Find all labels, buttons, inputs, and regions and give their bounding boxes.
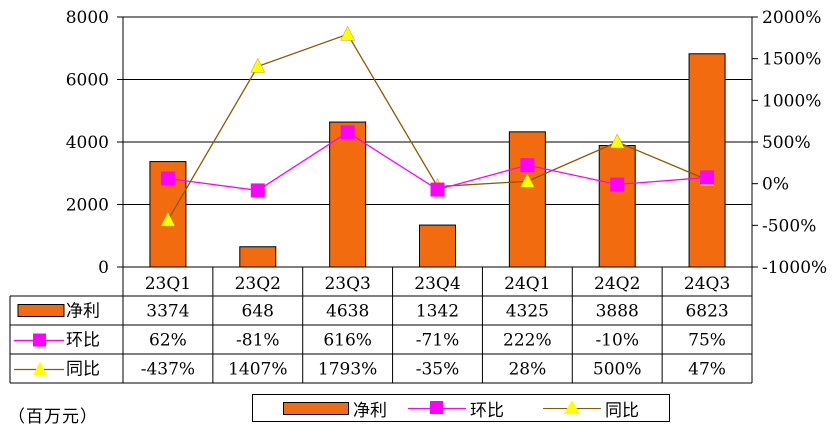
table-row-label: 同比: [66, 360, 100, 380]
y-right-tick-label: 500%: [762, 133, 811, 153]
x-tick-label: 23Q2: [235, 274, 281, 294]
table-cell: -71%: [416, 331, 460, 351]
y-right-tick-label: -500%: [762, 216, 816, 236]
x-tick-label: 24Q2: [594, 274, 640, 294]
table-swatch-square: [33, 333, 46, 347]
square-marker: [700, 170, 715, 185]
x-tick-label: 24Q1: [504, 274, 550, 294]
table-cell: -81%: [236, 331, 280, 351]
legend-item-qoq: 环比: [408, 395, 504, 421]
x-tick-label: 23Q3: [324, 274, 370, 294]
legend-label: 同比: [605, 400, 639, 421]
table-cell: 3888: [596, 302, 639, 322]
y-right-tick-label: 1500%: [762, 50, 821, 70]
table-row-label: 环比: [66, 331, 100, 351]
bar: [508, 131, 546, 268]
legend-line-swatch: [543, 398, 601, 418]
table-cell: 1793%: [318, 360, 377, 380]
table-cell: -10%: [595, 331, 639, 351]
square-marker: [430, 182, 445, 197]
square-marker: [340, 125, 355, 140]
table-cell: 616%: [323, 331, 372, 351]
bar: [598, 145, 636, 268]
legend-line-swatch: [408, 398, 466, 418]
legend-label: 环比: [470, 400, 504, 421]
table-cell: 1407%: [228, 360, 287, 380]
table-cell: 1342: [416, 302, 459, 322]
triangle-marker: [519, 172, 535, 188]
y-right-tick-label: -1000%: [762, 258, 827, 278]
table-cell: 4325: [506, 302, 549, 322]
y-right-tick-label: 2000%: [762, 8, 821, 28]
y-right-tick-label: 0%: [762, 175, 789, 195]
bar: [419, 224, 456, 268]
table-cell: -437%: [141, 360, 195, 380]
x-tick-label: 23Q4: [414, 274, 460, 294]
x-tick-label: 23Q1: [145, 274, 191, 294]
y-left-tick-label: 8000: [66, 8, 109, 28]
table-cell: 28%: [508, 360, 546, 380]
square-marker: [250, 183, 265, 198]
square-marker: [520, 158, 535, 173]
x-tick-label: 24Q3: [684, 274, 730, 294]
legend-bar-swatch: [283, 401, 349, 415]
triangle-marker: [609, 133, 625, 149]
table-cell: 648: [242, 302, 274, 322]
table-cell: 222%: [503, 331, 552, 351]
square-marker: [160, 171, 175, 186]
legend-label: 净利: [353, 400, 387, 421]
triangle-marker: [340, 25, 356, 41]
table-cell: 500%: [593, 360, 642, 380]
y-left-tick-label: 2000: [66, 196, 109, 216]
table-swatch-bar: [17, 304, 65, 317]
bar: [239, 246, 277, 268]
bar: [329, 121, 367, 268]
y-right-tick-label: 1000%: [762, 91, 821, 111]
table-cell: 6823: [685, 302, 728, 322]
legend-item-yoy: 同比: [543, 395, 639, 421]
legend: 净利 环比 同比: [252, 394, 670, 422]
unit-label: （百万元）: [8, 407, 98, 427]
table-cell: 3374: [146, 302, 189, 322]
table-swatch-triangle: [33, 361, 47, 376]
table-cell: 47%: [688, 360, 726, 380]
table-row-label: 净利: [66, 302, 100, 322]
y-left-tick-label: 4000: [66, 133, 109, 153]
triangle-marker: [160, 211, 176, 227]
legend-item-net-profit: 净利: [283, 395, 387, 421]
square-marker: [610, 177, 625, 192]
table-cell: -35%: [416, 360, 460, 380]
table-cell: 75%: [688, 331, 726, 351]
table-cell: 62%: [149, 331, 187, 351]
bar: [688, 53, 726, 268]
triangle-marker: [250, 57, 266, 73]
y-left-tick-label: 0: [98, 258, 109, 278]
y-left-tick-label: 6000: [66, 71, 109, 91]
table-cell: 4638: [326, 302, 369, 322]
